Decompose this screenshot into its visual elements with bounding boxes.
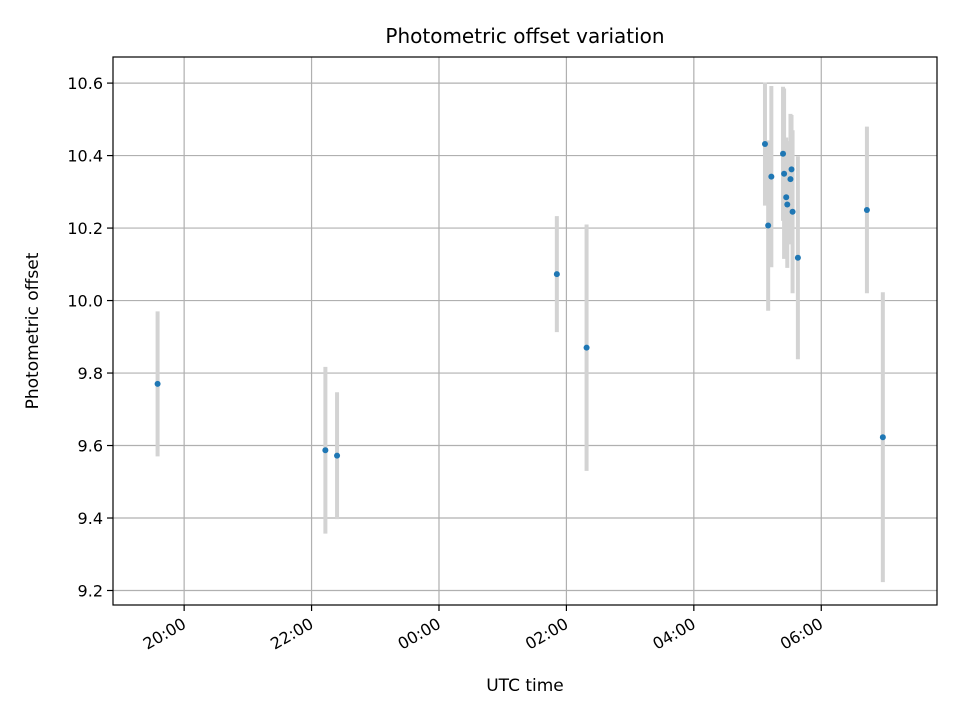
data-point	[761, 140, 768, 147]
x-tick-label: 20:00	[140, 614, 189, 654]
y-axis-ticks: 9.2 9.4 9.6 9.8 10.0 10.2 10.4 10.6	[67, 74, 113, 601]
x-tick-label: 22:00	[267, 614, 316, 654]
data-point	[863, 206, 870, 213]
y-tick-label: 9.6	[78, 437, 103, 456]
x-tick-label: 06:00	[777, 614, 826, 654]
x-tick-label: 02:00	[522, 614, 571, 654]
data-point	[794, 254, 801, 261]
data-point	[781, 170, 788, 177]
data-point	[583, 344, 590, 351]
data-point	[789, 208, 796, 215]
y-tick-label: 9.8	[78, 364, 103, 383]
grid	[113, 57, 937, 605]
data-point	[784, 201, 791, 208]
chart-title: Photometric offset variation	[385, 24, 664, 48]
data-point	[783, 194, 790, 201]
data-point	[787, 176, 794, 183]
data-point	[553, 271, 560, 278]
y-tick-label: 10.2	[67, 219, 103, 238]
data-point	[768, 173, 775, 180]
data-point	[322, 447, 329, 454]
data-point	[879, 434, 886, 441]
error-bars	[155, 82, 885, 583]
x-tick-label: 00:00	[395, 614, 444, 654]
y-tick-label: 9.2	[78, 582, 103, 601]
y-tick-label: 10.6	[67, 74, 103, 93]
data-point	[765, 222, 772, 229]
plot-frame	[112, 56, 938, 606]
y-tick-label: 10.0	[67, 292, 103, 311]
y-tick-label: 10.4	[67, 147, 103, 166]
data-point	[334, 452, 341, 459]
y-tick-label: 9.4	[78, 509, 103, 528]
data-point	[788, 166, 795, 173]
x-tick-label: 04:00	[649, 614, 698, 654]
data-points	[154, 140, 886, 459]
x-axis-title: UTC time	[486, 676, 564, 696]
data-point	[154, 380, 161, 387]
x-axis-ticks: 20:00 22:00 00:00 02:00 04:00 06:00	[140, 605, 826, 654]
y-axis-title: Photometric offset	[23, 252, 43, 409]
data-point	[780, 150, 787, 157]
